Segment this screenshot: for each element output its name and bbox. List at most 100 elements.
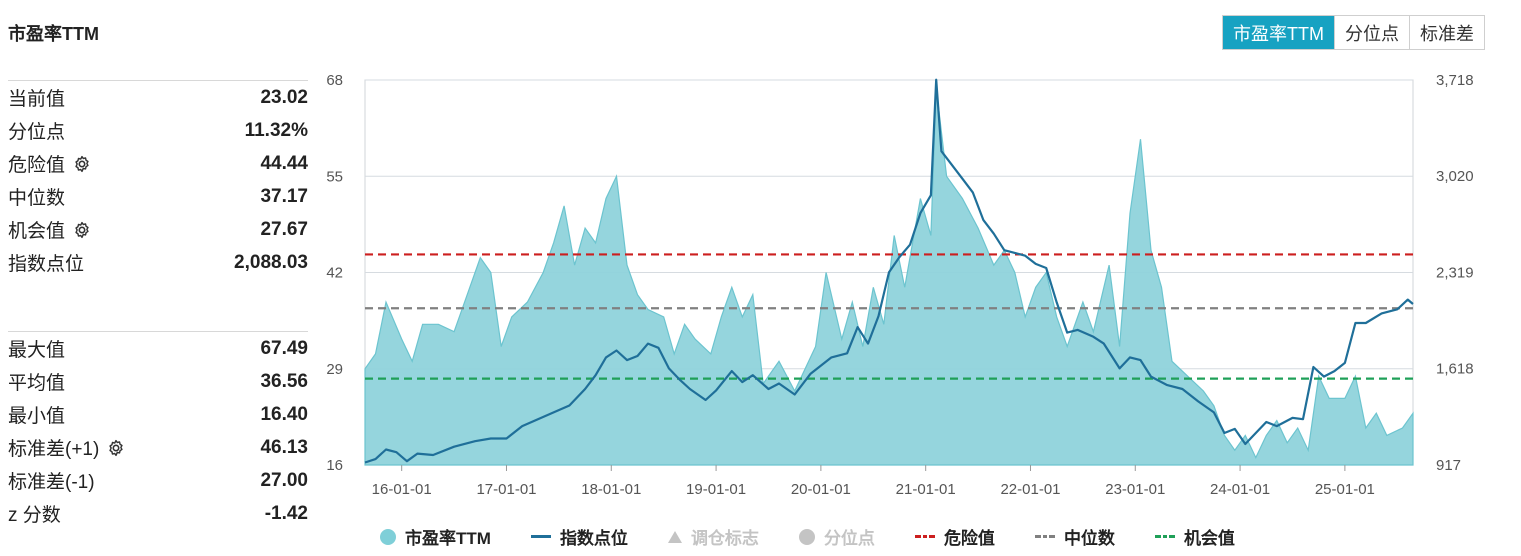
stat-label: 最小值	[8, 401, 65, 428]
x-tick-label: 20-01-01	[791, 481, 851, 498]
legend-symbol-icon	[667, 530, 682, 543]
stat-value: 2,088.03	[234, 251, 308, 273]
page-title: 市盈率TTM	[8, 24, 99, 44]
legend-symbol-icon	[530, 535, 551, 538]
stat-label: 当前值	[8, 84, 65, 111]
x-tick-label: 21-01-01	[896, 481, 956, 498]
stat-label: 中位数	[8, 183, 65, 210]
y-left-tick-label: 55	[326, 168, 343, 185]
x-tick-label: 24-01-01	[1210, 481, 1270, 498]
stat-value: 11.32%	[244, 119, 308, 141]
legend-symbol-icon	[798, 528, 815, 545]
stat-row: 危险值 44.44	[8, 147, 308, 180]
stat-label: 平均值	[8, 368, 65, 395]
stat-label-text: 标准差(-1)	[8, 472, 95, 493]
legend-item[interactable]: 指数点位	[530, 524, 628, 549]
y-left-tick-label: 16	[326, 457, 343, 474]
y-right-tick-label: 2,319	[1436, 264, 1474, 281]
stat-row: 中位数 37.17	[8, 180, 308, 213]
y-left-tick-label: 42	[326, 265, 343, 282]
legend-item[interactable]: 分位点	[798, 524, 875, 549]
legend-item[interactable]: 机会值	[1154, 524, 1235, 549]
stat-value: 37.17	[260, 185, 308, 207]
stat-label: z 分数	[8, 500, 61, 527]
gear-icon[interactable]	[73, 221, 91, 239]
stat-row: 平均值 36.56	[8, 365, 308, 398]
stat-value: 36.56	[260, 370, 308, 392]
x-tick-label: 16-01-01	[372, 481, 432, 498]
stat-label: 危险值	[8, 150, 91, 177]
pe-ttm-area	[364, 87, 1414, 466]
stat-label-text: 分位点	[8, 122, 66, 143]
stat-label-text: 当前值	[8, 89, 66, 110]
legend-label: 分位点	[823, 529, 875, 548]
legend-symbol-icon	[380, 528, 396, 545]
stat-label: 标准差(-1)	[8, 467, 95, 494]
stat-label: 指数点位	[8, 249, 84, 276]
stat-label-text: 最大值	[8, 340, 66, 361]
legend-label: 中位数	[1063, 529, 1115, 548]
stat-row: 最小值 16.40	[8, 398, 308, 431]
stat-row: 最大值 67.49	[8, 332, 308, 365]
stat-row: z 分数 -1.42	[8, 497, 308, 530]
stat-value: 23.02	[260, 86, 308, 108]
metric-tabs: 市盈率TTM 分位点 标准差	[1222, 15, 1485, 50]
x-tick-label: 22-01-01	[1000, 481, 1060, 498]
stat-label: 机会值	[8, 216, 91, 243]
stat-label-text: 最小值	[8, 406, 66, 427]
stat-label-text: 平均值	[8, 373, 66, 394]
y-left-tick-label: 29	[326, 361, 343, 378]
tab-percentile[interactable]: 分位点	[1333, 16, 1409, 49]
legend-label: 危险值	[943, 529, 995, 548]
stat-value: -1.42	[264, 502, 308, 524]
legend-item[interactable]: 中位数	[1034, 524, 1115, 549]
stat-label: 分位点	[8, 117, 65, 144]
stat-label-text: 标准差(+1)	[8, 439, 100, 460]
legend-symbol-icon	[914, 535, 935, 538]
index-points-line	[364, 78, 1414, 464]
legend-label: 市盈率TTM	[405, 529, 491, 548]
gear-icon[interactable]	[107, 439, 125, 457]
stat-row: 机会值 27.67	[8, 213, 308, 246]
stat-value: 46.13	[260, 436, 308, 458]
stat-row: 标准差(+1) 46.13	[8, 431, 308, 464]
stat-row: 分位点 11.32%	[8, 114, 308, 147]
y-right-tick-label: 3,020	[1436, 168, 1474, 185]
stat-row: 标准差(-1) 27.00	[8, 464, 308, 497]
legend-item[interactable]: 市盈率TTM	[380, 524, 491, 549]
legend-symbol-icon	[1154, 535, 1175, 538]
x-tick-label: 25-01-01	[1315, 481, 1375, 498]
stat-label-text: 中位数	[8, 188, 66, 209]
legend-label: 调仓标志	[690, 529, 759, 548]
tab-pe-ttm[interactable]: 市盈率TTM	[1223, 16, 1334, 49]
legend-item[interactable]: 调仓标志	[667, 524, 759, 549]
stat-label-text: 指数点位	[8, 254, 85, 275]
y-right-tick-label: 917	[1436, 457, 1461, 474]
x-tick-label: 18-01-01	[581, 481, 641, 498]
legend-symbol-icon	[1034, 535, 1055, 538]
x-tick-label: 17-01-01	[476, 481, 536, 498]
stats-panel-current: 当前值 23.02 分位点 11.32% 危险值 44.44 中位数 37.17 机会值 27.6…	[8, 80, 308, 279]
stat-value: 67.49	[260, 337, 308, 359]
stat-label-text: 危险值	[8, 155, 66, 176]
legend-label: 机会值	[1183, 529, 1235, 548]
stat-row: 指数点位 2,088.03	[8, 246, 308, 279]
stat-label: 最大值	[8, 335, 65, 362]
x-tick-label: 19-01-01	[686, 481, 746, 498]
legend-item[interactable]: 危险值	[914, 524, 995, 549]
stat-row: 当前值 23.02	[8, 81, 308, 114]
legend-label: 指数点位	[559, 529, 628, 548]
stat-label-text: z 分数	[8, 505, 61, 526]
stats-panel-history: 最大值 67.49 平均值 36.56 最小值 16.40 标准差(+1) 46.13 标准差(…	[8, 331, 308, 530]
tab-std-dev[interactable]: 标准差	[1408, 16, 1484, 49]
x-tick-label: 23-01-01	[1105, 481, 1165, 498]
chart-legend: 市盈率TTM 指数点位 调仓标志 分位点 危险值 中位数 机会值	[380, 524, 1275, 549]
stat-value: 27.67	[260, 218, 308, 240]
gear-icon[interactable]	[73, 155, 91, 173]
pe-chart: 16 29 42 55 68 917 1,618 2,319 3,020 3,718 16-01-0…	[326, 72, 1474, 498]
y-right-tick-label: 1,618	[1436, 361, 1474, 378]
stat-value: 44.44	[260, 152, 308, 174]
stat-value: 27.00	[260, 469, 308, 491]
stat-label-text: 机会值	[8, 221, 66, 242]
y-left-tick-label: 68	[326, 72, 343, 89]
